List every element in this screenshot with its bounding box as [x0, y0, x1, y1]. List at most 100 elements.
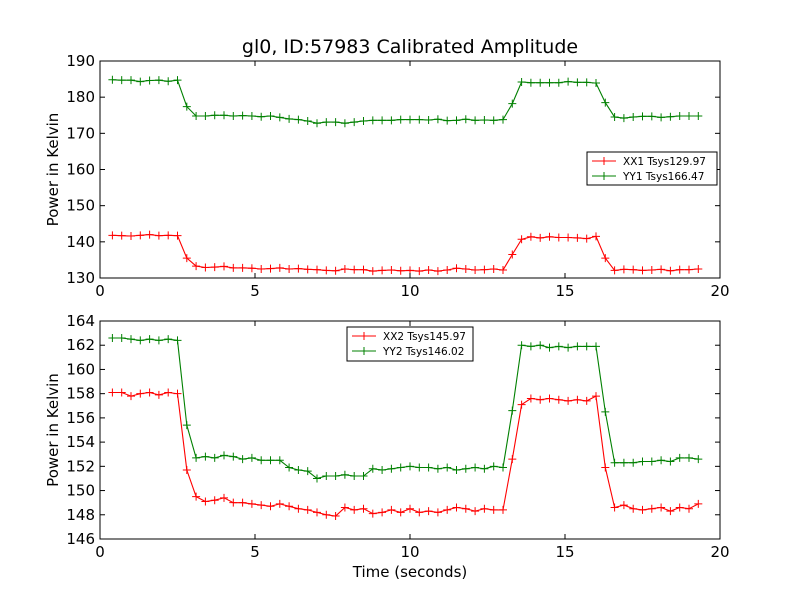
data-point — [229, 263, 238, 272]
data-point — [638, 505, 647, 514]
data-point — [247, 499, 256, 508]
data-point — [601, 254, 610, 263]
data-point — [210, 453, 219, 462]
data-point — [657, 503, 666, 512]
data-point — [266, 264, 275, 273]
data-point — [619, 114, 628, 123]
data-point — [647, 457, 656, 466]
data-point — [582, 78, 591, 87]
data-point — [164, 231, 173, 240]
data-point — [685, 265, 693, 274]
data-point — [461, 464, 470, 473]
data-point — [257, 456, 266, 465]
data-point — [108, 231, 117, 240]
data-point — [480, 265, 489, 274]
data-point — [136, 389, 145, 398]
data-point — [564, 396, 573, 405]
y-axis-label: Power in Kelvin — [44, 113, 62, 227]
legend-marker — [360, 347, 368, 355]
data-point — [489, 462, 498, 471]
data-point — [452, 264, 461, 273]
data-point — [182, 421, 191, 430]
data-point — [192, 262, 201, 271]
data-point — [368, 267, 377, 276]
data-point — [685, 504, 693, 513]
data-point — [294, 504, 303, 513]
data-point — [247, 111, 256, 120]
data-point — [526, 342, 535, 351]
data-point — [499, 266, 507, 275]
data-point — [229, 498, 238, 507]
data-point — [517, 341, 526, 350]
data-point — [517, 77, 526, 86]
data-point — [638, 112, 647, 121]
y-tick-label: 190 — [66, 52, 95, 70]
data-point — [666, 112, 675, 121]
data-point — [164, 388, 173, 397]
data-point — [322, 472, 331, 481]
data-point — [275, 499, 284, 508]
legend: XX1 Tsys129.97 YY1 Tsys166.47 — [586, 151, 718, 186]
data-point — [657, 456, 666, 465]
data-point — [452, 116, 461, 125]
data-point — [424, 266, 433, 275]
data-point — [331, 266, 340, 275]
data-point — [359, 504, 368, 513]
data-point — [136, 336, 145, 345]
data-point — [303, 265, 312, 274]
data-point — [582, 342, 591, 351]
data-point — [629, 265, 638, 274]
data-point — [378, 508, 387, 517]
data-point — [452, 465, 461, 474]
data-point — [564, 233, 573, 242]
data-point — [666, 266, 675, 275]
x-tick-label: 5 — [250, 282, 260, 300]
data-point — [647, 112, 656, 121]
data-point — [694, 264, 703, 273]
data-point — [285, 502, 294, 511]
data-point — [443, 116, 452, 125]
data-point — [117, 388, 126, 397]
data-point — [303, 117, 312, 126]
data-point — [499, 115, 507, 124]
x-tick-label: 10 — [400, 282, 419, 300]
data-point — [173, 231, 182, 240]
y-tick-label: 156 — [66, 409, 95, 427]
data-point — [396, 115, 405, 124]
data-point — [285, 114, 294, 123]
data-point — [592, 79, 600, 88]
data-point — [387, 505, 396, 514]
legend-entry: XX1 Tsys129.97 — [623, 156, 706, 168]
data-point — [108, 75, 117, 84]
data-point — [182, 102, 191, 111]
data-point — [508, 250, 517, 259]
data-point — [164, 335, 173, 344]
data-point — [545, 343, 554, 352]
y-tick-label: 150 — [66, 197, 95, 215]
data-point — [247, 453, 256, 462]
data-point — [610, 113, 619, 122]
data-point — [294, 115, 303, 124]
data-point — [694, 455, 703, 464]
data-point — [406, 115, 414, 124]
data-point — [350, 265, 359, 274]
data-point — [657, 265, 666, 274]
data-point — [573, 78, 582, 87]
data-point — [154, 76, 163, 85]
series-line-1 — [112, 234, 699, 272]
data-point — [247, 264, 256, 273]
data-point — [480, 464, 489, 473]
data-point — [145, 335, 154, 344]
data-point — [145, 230, 154, 239]
data-point — [294, 465, 303, 474]
data-point — [238, 263, 247, 272]
data-point — [238, 498, 247, 507]
x-tick-label: 10 — [400, 543, 419, 561]
data-point — [573, 233, 582, 242]
data-point — [145, 388, 154, 397]
data-point — [201, 263, 210, 272]
data-point — [127, 232, 135, 241]
data-point — [526, 78, 535, 87]
data-point — [117, 231, 126, 240]
